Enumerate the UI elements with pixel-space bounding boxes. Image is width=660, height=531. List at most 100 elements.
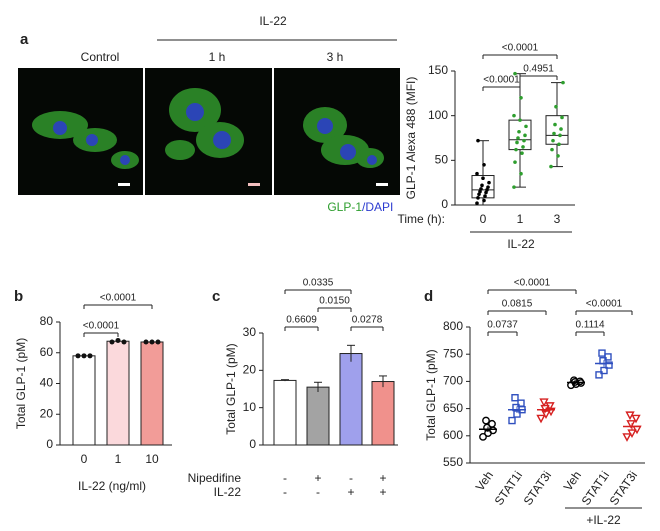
point [540,404,550,414]
x-tick-label: Veh [473,469,496,494]
panel-letter: a [20,31,29,48]
point [488,419,496,428]
y-tick-label: 0 [46,437,53,451]
point [479,432,487,441]
x-tick-label: STAT3i [521,469,554,508]
condition-value: + [379,471,386,485]
image-label: 3 h [327,50,344,64]
point [539,398,549,408]
y-tick-label: 700 [443,374,463,388]
point [476,138,480,143]
p-value: 0.0815 [502,299,533,310]
point [626,420,636,429]
point [553,122,557,127]
x-tick-label: STAT3i [607,469,640,508]
condition-value: - [283,471,287,485]
point [516,136,520,140]
point [475,171,479,176]
point [552,131,556,136]
p-value: 0.6609 [286,315,317,326]
point [149,339,155,345]
y-tick-label: 50 [435,153,449,167]
p-value: 0.0737 [487,320,518,331]
point [155,339,161,345]
panel-letter: b [14,288,23,305]
image-label: Control [81,50,120,64]
p-value: 0.1114 [575,320,605,331]
point [556,154,560,158]
point [512,113,516,118]
point [595,371,603,379]
point [121,339,127,345]
y-tick-label: 650 [443,401,463,415]
bar [371,381,395,446]
point [482,416,490,425]
x-tick-label: Veh [561,469,584,494]
group-label: IL-22 [507,237,535,251]
point [81,353,87,359]
point [517,399,525,407]
point [627,429,637,439]
point [561,80,565,85]
condition-value: + [347,485,354,499]
point [559,127,563,131]
point [598,349,606,357]
point [521,145,525,149]
point [536,414,546,424]
condition-value: + [314,471,321,485]
point [482,163,486,167]
point [481,176,485,180]
point [605,361,613,369]
condition-label: IL-22 [214,485,242,499]
point [519,171,523,176]
point [143,339,149,345]
point [486,185,490,189]
point [558,133,562,138]
point [483,423,491,432]
point [487,180,491,185]
y-tick-label: 20 [243,363,257,377]
p-value: <0.0001 [483,75,520,86]
point [600,366,608,375]
point [550,147,554,152]
p-value: <0.0001 [586,299,623,310]
point [512,185,516,189]
x-tick-label: STAT1i [579,469,612,508]
p-value: 0.0335 [303,278,334,289]
point [549,164,553,169]
bar [106,340,130,446]
point [115,337,121,343]
point [476,196,480,200]
point [109,339,115,345]
x-tick-label: 1 [517,212,524,226]
point [523,133,527,138]
x-tick-label: 3 [554,212,561,226]
point [87,353,93,359]
point [483,194,487,198]
point [604,353,612,361]
bar [306,386,330,446]
point [482,198,486,203]
y-tick-label: 550 [443,455,463,469]
point [622,433,632,442]
panel-letter: c [212,288,220,305]
p-value: <0.0001 [100,293,137,304]
y-tick-label: 750 [443,346,463,360]
point [518,118,522,122]
point [625,411,635,421]
bar [140,341,164,446]
point [513,71,517,76]
y-tick-label: 100 [428,108,448,122]
y-tick-label: 150 [428,63,448,77]
point [551,138,555,143]
point [570,376,578,385]
p-value: <0.0001 [83,321,120,332]
box [545,115,569,145]
bar [72,355,96,446]
y-tick-label: 20 [40,406,54,420]
p-value: <0.0001 [502,43,539,54]
image-group-label: IL-22 [259,14,287,28]
y-axis-label: Total GLP-1 (pM) [14,338,28,429]
point [75,353,81,359]
box [508,119,532,151]
